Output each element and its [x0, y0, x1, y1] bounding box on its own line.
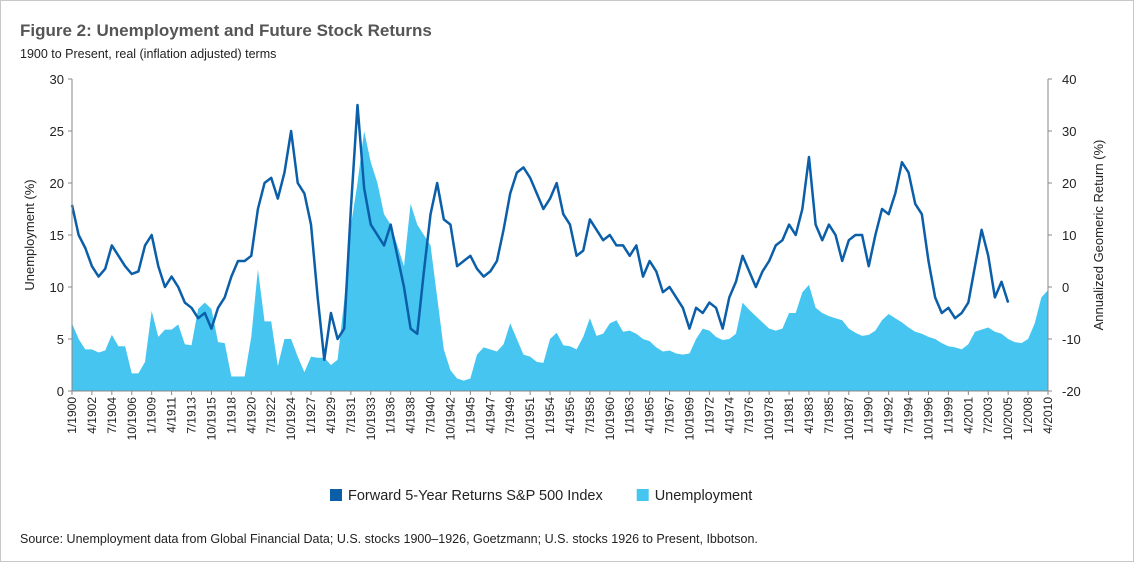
y-axis-title: Unemployment (%) [22, 179, 37, 290]
x-tick-label: 7/1967 [663, 397, 677, 434]
y2-tick-label: -20 [1062, 384, 1081, 399]
y-tick-label: 10 [50, 280, 64, 295]
x-tick-label: 1/1945 [463, 397, 477, 434]
x-tick-label: 10/1942 [443, 397, 457, 441]
y-tick-label: 25 [50, 124, 64, 139]
y2-tick-label: -10 [1062, 332, 1081, 347]
y2-tick-label: 40 [1062, 72, 1076, 87]
x-tick-label: 1/1936 [384, 397, 398, 434]
y2-tick-label: 30 [1062, 124, 1076, 139]
x-tick-label: 10/1915 [204, 397, 218, 441]
legend-label: Forward 5-Year Returns S&P 500 Index [348, 488, 603, 504]
x-tick-label: 10/1960 [603, 397, 617, 441]
x-tick-label: 4/2010 [1041, 397, 1055, 434]
x-tick-label: 4/1965 [643, 397, 657, 434]
legend-swatch [636, 489, 649, 501]
y-tick-label: 30 [50, 72, 64, 87]
chart-title: Figure 2: Unemployment and Future Stock … [20, 21, 432, 40]
x-tick-label: 4/1929 [324, 397, 338, 434]
x-tick-label: 7/1904 [105, 397, 119, 434]
x-tick-label: 7/1949 [503, 397, 517, 434]
x-tick-label: 7/1985 [822, 397, 836, 434]
x-tick-label: 10/1906 [125, 397, 139, 441]
x-tick-label: 1/1999 [941, 397, 955, 434]
x-tick-label: 7/1976 [742, 397, 756, 434]
x-tick-label: 4/2001 [961, 397, 975, 434]
x-tick-label: 4/1938 [404, 397, 418, 434]
y-tick-label: 5 [57, 332, 64, 347]
x-tick-label: 1/2008 [1021, 397, 1035, 434]
legend-swatch [330, 489, 342, 501]
x-tick-label: 10/1951 [523, 397, 537, 441]
x-tick-label: 7/1958 [583, 397, 597, 434]
x-tick-label: 10/1996 [921, 397, 935, 441]
x-tick-label: 1/1963 [623, 397, 637, 434]
x-tick-label: 10/2005 [1001, 397, 1015, 441]
x-tick-label: 1/1927 [304, 397, 318, 434]
y2-axis-title: Annualized Geomeric Return (%) [1091, 140, 1106, 331]
x-tick-label: 1/1909 [145, 397, 159, 434]
x-tick-label: 7/1913 [185, 397, 199, 434]
x-tick-label: 7/1922 [264, 397, 278, 434]
y2-tick-label: 10 [1062, 228, 1076, 243]
x-tick-label: 4/1992 [882, 397, 896, 434]
x-tick-label: 4/1956 [563, 397, 577, 434]
x-tick-label: 1/1981 [782, 397, 796, 434]
x-tick-label: 4/1983 [802, 397, 816, 434]
y-tick-label: 20 [50, 176, 64, 191]
x-tick-label: 7/2003 [981, 397, 995, 434]
legend-label: Unemployment [655, 488, 753, 504]
y2-tick-label: 0 [1062, 280, 1069, 295]
x-tick-label: 4/1902 [85, 397, 99, 434]
y-tick-label: 15 [50, 228, 64, 243]
x-tick-label: 4/1974 [722, 397, 736, 434]
x-tick-label: 4/1920 [244, 397, 258, 434]
x-tick-label: 4/1947 [483, 397, 497, 434]
x-tick-label: 7/1994 [902, 397, 916, 434]
x-tick-label: 7/1940 [424, 397, 438, 434]
x-tick-label: 1/1972 [702, 397, 716, 434]
x-tick-label: 1/1918 [224, 397, 238, 434]
x-tick-label: 1/1990 [862, 397, 876, 434]
y2-tick-label: 20 [1062, 176, 1076, 191]
x-tick-label: 1/1954 [543, 397, 557, 434]
x-tick-label: 7/1931 [344, 397, 358, 434]
y-tick-label: 0 [57, 384, 64, 399]
x-tick-label: 10/1978 [762, 397, 776, 441]
x-tick-label: 10/1987 [842, 397, 856, 441]
x-tick-label: 10/1933 [364, 397, 378, 441]
unemployment-area [72, 131, 1048, 391]
x-tick-label: 1/1900 [65, 397, 79, 434]
source-note: Source: Unemployment data from Global Fi… [20, 532, 758, 546]
chart-subtitle: 1900 to Present, real (inflation adjuste… [20, 47, 276, 61]
x-tick-label: 10/1969 [682, 397, 696, 441]
returns-line [70, 103, 1010, 362]
x-tick-label: 10/1924 [284, 397, 298, 441]
x-tick-label: 4/1911 [165, 397, 179, 433]
